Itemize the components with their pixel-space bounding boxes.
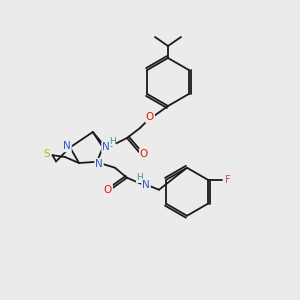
Text: N: N	[63, 141, 71, 152]
Text: N: N	[142, 180, 150, 190]
Text: S: S	[43, 149, 50, 159]
Text: N: N	[95, 159, 103, 169]
Text: O: O	[104, 185, 112, 195]
Text: O: O	[140, 149, 148, 159]
Text: H: H	[136, 173, 143, 182]
Text: F: F	[225, 175, 231, 185]
Text: O: O	[146, 112, 154, 122]
Text: N: N	[102, 142, 110, 152]
Text: H: H	[109, 136, 116, 146]
